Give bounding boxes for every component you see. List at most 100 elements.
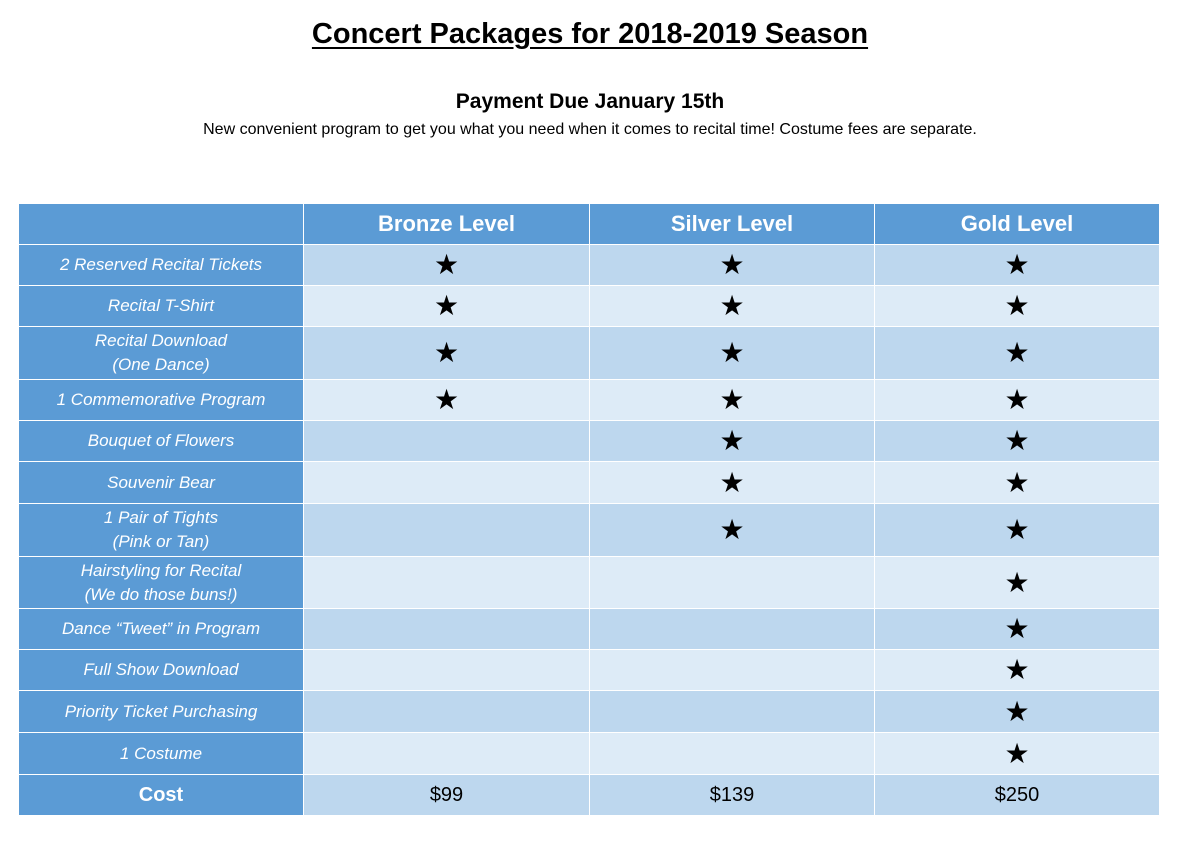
feature-row: Full Show Download ★ (18, 649, 1160, 691)
feature-label: Bouquet of Flowers (18, 420, 304, 462)
feature-cell-bronze: ★ (303, 379, 590, 421)
feature-cell-gold: ★ (874, 379, 1160, 421)
feature-label: Priority Ticket Purchasing (18, 690, 304, 733)
feature-label: Souvenir Bear (18, 461, 304, 504)
feature-row: Souvenir Bear ★ ★ (18, 461, 1160, 504)
feature-cell-silver (589, 608, 875, 650)
feature-cell-gold: ★ (874, 285, 1160, 327)
feature-cell-gold: ★ (874, 732, 1160, 775)
feature-row: Hairstyling for Recital (We do those buns… (18, 556, 1160, 609)
star-icon: ★ (433, 383, 460, 416)
header-row: Bronze Level Silver Level Gold Level (18, 203, 1160, 245)
feature-cell-silver (589, 649, 875, 691)
feature-cell-silver: ★ (589, 420, 875, 462)
feature-cell-bronze: ★ (303, 244, 590, 286)
star-icon: ★ (1004, 513, 1030, 546)
star-icon: ★ (1004, 383, 1030, 416)
feature-cell-silver: ★ (589, 461, 875, 504)
feature-label: Recital T-Shirt (18, 285, 304, 327)
feature-cell-silver: ★ (589, 379, 875, 421)
star-icon: ★ (1004, 612, 1030, 645)
feature-label-line: Recital Download (94, 331, 228, 350)
feature-label-line: Souvenir Bear (107, 472, 215, 492)
feature-cell-bronze (303, 649, 590, 691)
cost-row: Cost $99 $139 $250 (18, 774, 1160, 816)
feature-cell-gold: ★ (874, 420, 1160, 462)
feature-cell-bronze (303, 461, 590, 504)
star-icon: ★ (1004, 565, 1030, 599)
feature-label: 1 Pair of Tights (Pink or Tan) (18, 503, 304, 557)
feature-label: Hairstyling for Recital (We do those buns… (18, 556, 304, 609)
feature-cell-bronze (303, 503, 590, 557)
feature-label: 1 Commemorative Program (18, 379, 304, 421)
feature-cell-bronze (303, 732, 590, 775)
feature-label-line: Recital T-Shirt (107, 296, 215, 315)
payment-due-heading: Payment Due January 15th (455, 90, 725, 113)
feature-cell-gold: ★ (874, 244, 1160, 286)
star-icon: ★ (1004, 694, 1030, 728)
star-icon: ★ (1004, 248, 1030, 281)
cost-bronze: $99 (303, 774, 590, 816)
feature-label: Full Show Download (18, 649, 304, 691)
feature-label-line: Hairstyling for Recital (80, 560, 242, 580)
feature-label-line: Dance “Tweet” in Program (61, 619, 261, 638)
feature-cell-bronze (303, 608, 590, 650)
page-title: Concert Packages for 2018-2019 Season (0, 18, 1180, 51)
star-icon: ★ (433, 336, 460, 369)
feature-label: Recital Download (One Dance) (18, 326, 304, 380)
star-icon: ★ (433, 289, 460, 322)
star-icon: ★ (433, 248, 460, 281)
feature-cell-bronze: ★ (303, 326, 590, 380)
cost-label: Cost (18, 774, 304, 816)
star-icon: ★ (719, 513, 745, 546)
feature-rows: 2 Reserved Recital Tickets ★ ★ ★ Recital T-S… (18, 244, 1160, 775)
star-icon: ★ (719, 383, 745, 416)
feature-cell-bronze (303, 690, 590, 733)
star-icon: ★ (1004, 465, 1030, 499)
feature-cell-gold: ★ (874, 608, 1160, 650)
feature-label-line: 2 Reserved Recital Tickets (59, 255, 263, 274)
feature-cell-silver (589, 732, 875, 775)
feature-cell-gold: ★ (874, 503, 1160, 557)
packages-table: Bronze Level Silver Level Gold Level 2 R… (18, 203, 1160, 816)
feature-row: 2 Reserved Recital Tickets ★ ★ ★ (18, 244, 1160, 286)
feature-cell-gold: ★ (874, 461, 1160, 504)
star-icon: ★ (719, 424, 745, 457)
star-icon: ★ (719, 336, 745, 369)
feature-label-line: Priority Ticket Purchasing (64, 701, 258, 721)
header-silver: Silver Level (589, 203, 875, 245)
header-gold: Gold Level (874, 203, 1160, 245)
cost-gold: $250 (874, 774, 1160, 816)
feature-cell-bronze: ★ (303, 285, 590, 327)
star-icon: ★ (719, 465, 745, 499)
feature-label-line: 1 Commemorative Program (56, 390, 266, 409)
feature-cell-gold: ★ (874, 690, 1160, 733)
feature-cell-silver: ★ (589, 285, 875, 327)
star-icon: ★ (1004, 424, 1030, 457)
page-title-text: Concert Packages for 2018-2019 Season (311, 18, 869, 50)
feature-row: 1 Commemorative Program ★ ★ ★ (18, 379, 1160, 421)
feature-label-line: Bouquet of Flowers (87, 431, 235, 450)
feature-label-line: Full Show Download (83, 660, 239, 679)
feature-label: 2 Reserved Recital Tickets (18, 244, 304, 286)
program-description: New convenient program to get you what y… (203, 121, 977, 138)
feature-cell-gold: ★ (874, 326, 1160, 380)
feature-cell-bronze (303, 556, 590, 609)
feature-row: 1 Costume ★ (18, 732, 1160, 775)
feature-cell-gold: ★ (874, 556, 1160, 609)
feature-cell-silver (589, 690, 875, 733)
feature-label-line: (One Dance) (112, 355, 210, 374)
feature-label-line: 1 Pair of Tights (103, 508, 219, 527)
feature-label: Dance “Tweet” in Program (18, 608, 304, 650)
feature-row: Dance “Tweet” in Program ★ (18, 608, 1160, 650)
star-icon: ★ (1004, 736, 1030, 770)
header-bronze: Bronze Level (303, 203, 590, 245)
feature-row: Priority Ticket Purchasing ★ (18, 690, 1160, 733)
feature-cell-silver (589, 556, 875, 609)
feature-cell-silver: ★ (589, 503, 875, 557)
feature-cell-gold: ★ (874, 649, 1160, 691)
feature-label: 1 Costume (18, 732, 304, 775)
feature-label-line: (Pink or Tan) (112, 532, 210, 551)
feature-cell-silver: ★ (589, 326, 875, 380)
cost-silver: $139 (589, 774, 875, 816)
